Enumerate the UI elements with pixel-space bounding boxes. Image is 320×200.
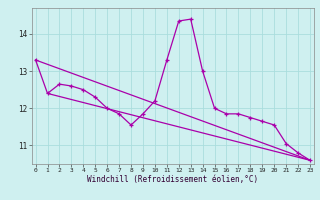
X-axis label: Windchill (Refroidissement éolien,°C): Windchill (Refroidissement éolien,°C) <box>87 175 258 184</box>
